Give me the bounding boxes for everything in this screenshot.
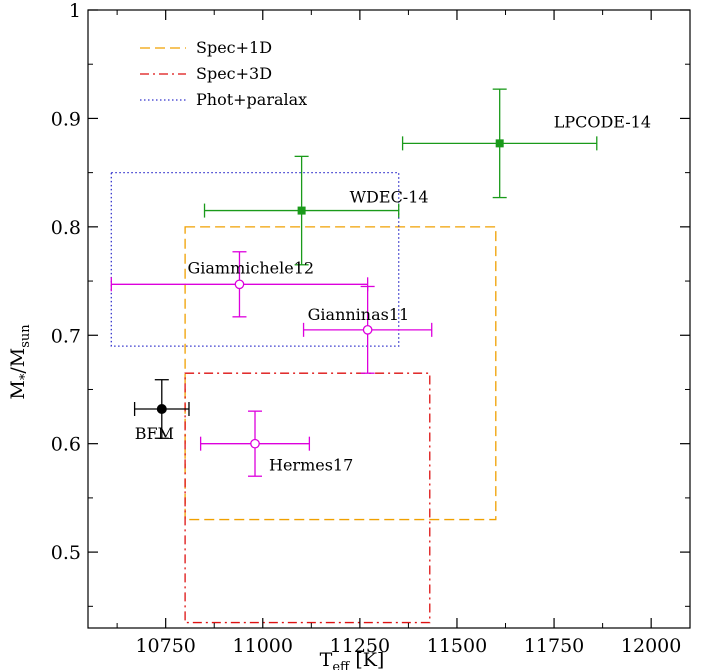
legend-label-phot-paralax: Phot+paralax [196,90,307,109]
marker-square [495,139,504,148]
x-tick-label: 10750 [135,635,195,657]
legend-label-spec-1d: Spec+1D [196,38,272,57]
point-hermes17: Hermes17 [199,410,353,477]
marker-open-circle [362,324,373,335]
y-tick-label: 1 [69,0,81,22]
x-axis-title: Teff [K] [320,649,385,670]
x-tick-label: 11500 [427,635,487,657]
legend: Spec+1D Spec+3D Phot+paralax [140,38,307,109]
marker-open-circle [250,438,260,449]
region-boxes [110,171,497,624]
x-tick-label: 11250 [330,635,390,657]
x-tick-label: 11750 [524,635,584,657]
point-label-lpcode-14: LPCODE-14 [554,112,651,131]
axis-ticks: 10750 11000 11250 11500 11750 12000 0.5 0.6 0.7 0… [51,0,690,657]
y-axis-title: M*/Msun [7,324,33,400]
data-points: LPCODE-14 WDEC-14 Giammichele12 Gianninas11… [110,88,651,477]
point-wdec-14: WDEC-14 [203,155,429,266]
point-label-hermes17: Hermes17 [269,456,353,475]
region-spec-3d [184,372,431,624]
y-tick-label: 0.8 [51,217,81,239]
point-bfm: BFM [133,379,190,443]
point-gianninas11: Gianninas11 [302,285,433,374]
point-label-wdec-14: WDEC-14 [350,188,429,207]
y-tick-label: 0.6 [51,434,81,456]
marker-square [297,206,306,215]
point-lpcode-14: LPCODE-14 [401,88,651,199]
region-phot-paralax [110,171,400,347]
point-giammichele12: Giammichele12 [110,251,369,318]
x-tick-label: 11000 [233,635,293,657]
marker-filled-circle [156,403,167,414]
y-tick-label: 0.5 [51,542,81,564]
legend-label-spec-3d: Spec+3D [196,64,272,83]
x-tick-label: 12000 [621,635,681,657]
y-tick-label: 0.7 [51,325,81,347]
marker-open-circle [234,279,245,290]
point-label-bfm: BFM [135,424,174,443]
plot-frame [87,9,691,629]
point-label-gianninas11: Gianninas11 [308,305,410,324]
point-label-giammichele12: Giammichele12 [187,258,314,277]
region-spec-1d [184,226,497,521]
y-tick-label: 0.9 [51,108,81,130]
